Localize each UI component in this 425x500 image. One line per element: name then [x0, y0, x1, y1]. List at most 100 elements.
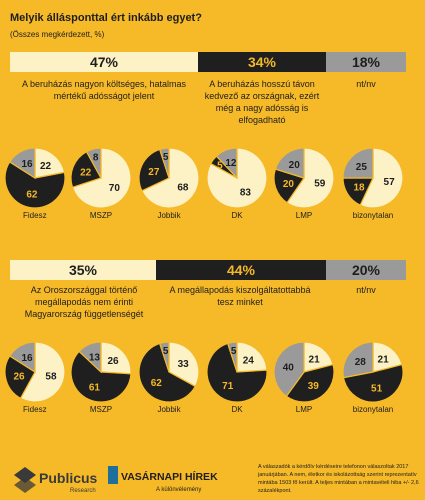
pie-value-1-DK-2: 5	[217, 160, 223, 171]
pie-value-2-DK-1: 24	[243, 355, 255, 366]
option-bar-2-a: 35%	[10, 260, 156, 280]
chart-subtitle: (Összes megkérdezett, %)	[10, 30, 105, 39]
vasarnapi-hirek-logo: VASÁRNAPI HÍREK A különvélemény	[108, 466, 218, 493]
pie-slice-2-Fidesz-3	[8, 341, 36, 374]
party-label-2-Fidesz: Fidesz	[23, 405, 47, 414]
pie-value-2-MSZP-1: 26	[107, 356, 119, 367]
pie-value-1-DK-3: 12	[225, 158, 237, 169]
party-label-1-LMP: LMP	[296, 211, 312, 220]
pie-value-1-Fidesz-3: 16	[21, 159, 33, 170]
pie-value-1-bizonytalan-2: 18	[354, 182, 366, 193]
option-caption-1-b: A beruházás hosszú távon kedvező az orsz…	[204, 79, 320, 125]
party-label-2-MSZP: MSZP	[90, 405, 112, 414]
pie-slice-1-bizonytalan-3	[342, 147, 374, 179]
vasarnapi-logo-sub: A különvélemény	[156, 487, 201, 493]
pie-value-2-Jobbik-2: 62	[151, 378, 163, 389]
option-bar-2-b: 44%	[156, 260, 326, 280]
pie-value-2-LMP-1: 21	[309, 354, 321, 365]
option-caption-2-b: A megállapodás kiszolgáltatottabbá tesz …	[169, 285, 311, 307]
pie-slice-1-MSZP-3	[85, 147, 102, 179]
pie-value-2-Jobbik-3: 5	[163, 346, 169, 357]
pie-slice-1-bizonytalan-1	[359, 147, 404, 209]
pie-slice-1-MSZP-1	[71, 147, 132, 209]
pie-slice-2-DK-1	[236, 341, 268, 373]
pie-slice-2-DK-3	[226, 341, 238, 373]
pie-value-1-DK-1: 83	[240, 188, 252, 199]
party-label-2-bizonytalan: bizonytalan	[353, 405, 393, 414]
option-bar-1-a: 47%	[10, 52, 198, 72]
pie-value-2-Fidesz-2: 26	[13, 372, 25, 383]
pie-value-1-LMP-1: 59	[314, 178, 326, 189]
pie-slice-1-LMP-1	[286, 147, 335, 209]
pie-slice-2-MSZP-1	[100, 341, 132, 375]
pie-value-2-Fidesz-3: 16	[21, 353, 33, 364]
publicus-logo-sub: Research	[70, 488, 96, 494]
party-label-1-DK: DK	[231, 211, 243, 220]
pie-value-1-MSZP-2: 22	[80, 167, 92, 178]
pie-slice-1-Jobbik-1	[141, 147, 200, 209]
pie-slice-2-MSZP-2	[70, 350, 132, 403]
pie-slice-1-LMP-2	[273, 168, 305, 204]
pie-slice-2-LMP-2	[285, 363, 335, 403]
pie-value-2-LMP-2: 39	[308, 381, 320, 392]
pie-value-2-MSZP-3: 13	[89, 352, 101, 363]
pie-value-1-bizonytalan-1: 57	[384, 177, 396, 188]
pie-value-1-Jobbik-2: 27	[148, 167, 160, 178]
pie-slice-1-MSZP-2	[70, 150, 102, 189]
pie-value-2-DK-2: 71	[222, 381, 234, 392]
pie-value-1-Fidesz-1: 22	[40, 161, 52, 172]
pie-value-1-LMP-2: 20	[283, 179, 295, 190]
pie-value-2-Jobbik-1: 33	[178, 359, 190, 370]
pie-slice-2-Fidesz-2	[4, 355, 36, 400]
pie-value-1-Jobbik-3: 5	[163, 152, 169, 163]
pie-slice-1-Fidesz-2	[4, 161, 66, 209]
pie-value-1-Fidesz-2: 62	[26, 190, 38, 201]
pie-slice-1-Jobbik-2	[138, 148, 170, 192]
option-bar-1-b: 34%	[198, 52, 326, 72]
option-caption-2-a: Az Oroszországgal történő megállapodás n…	[24, 285, 144, 319]
option-bar-1-c: 18%	[326, 52, 406, 72]
pie-slice-1-Fidesz-3	[8, 147, 36, 180]
pie-slice-2-LMP-3	[273, 341, 305, 398]
party-label-1-MSZP: MSZP	[90, 211, 112, 220]
option-caption-1-c: nt/nv	[356, 79, 376, 89]
publicus-logo-text: Publicus	[39, 470, 98, 486]
pie-slice-2-bizonytalan-1	[372, 341, 403, 373]
pie-slice-2-DK-2	[206, 342, 268, 403]
party-label-1-bizonytalan: bizonytalan	[353, 211, 393, 220]
pie-value-1-LMP-3: 20	[289, 160, 301, 171]
pie-slice-2-LMP-1	[303, 341, 334, 373]
pie-slice-1-Fidesz-1	[34, 147, 66, 179]
methodology-note: A válaszadók a kérdőív kérdéseire telefo…	[258, 464, 419, 494]
pie-value-1-bizonytalan-3: 25	[356, 162, 368, 173]
pie-value-2-MSZP-2: 61	[89, 383, 101, 394]
pie-slice-2-MSZP-3	[78, 341, 102, 374]
pie-slice-2-bizonytalan-2	[342, 363, 404, 403]
party-label-2-DK: DK	[231, 405, 243, 414]
pie-slice-1-LMP-3	[274, 147, 305, 179]
party-label-2-Jobbik: Jobbik	[157, 405, 181, 414]
vasarnapi-logo-text: VASÁRNAPI HÍREK	[121, 470, 218, 483]
chart-title: Melyik állásponttal ért inkább egyet?	[10, 12, 202, 24]
pie-slice-2-bizonytalan-3	[342, 341, 374, 379]
option-bar-2-c: 20%	[326, 260, 406, 280]
pie-value-2-bizonytalan-3: 28	[355, 357, 367, 368]
pie-value-1-MSZP-3: 8	[93, 153, 99, 164]
pie-slice-2-Fidesz-1	[19, 341, 66, 403]
option-caption-1-a: A beruházás nagyon költséges, hatalmas m…	[21, 79, 187, 101]
pie-value-2-bizonytalan-2: 51	[371, 384, 383, 395]
publicus-logo: Publicus Research	[14, 467, 98, 494]
pie-slice-2-Jobbik-2	[138, 342, 197, 403]
option-caption-2-c: nt/nv	[356, 285, 376, 295]
pie-slice-1-Jobbik-3	[158, 147, 170, 179]
pie-value-1-MSZP-1: 70	[109, 183, 121, 194]
pie-value-1-Jobbik-1: 68	[177, 182, 189, 193]
pie-slice-2-Jobbik-1	[168, 341, 200, 388]
party-label-1-Fidesz: Fidesz	[23, 211, 47, 220]
pie-slice-2-Jobbik-3	[158, 341, 170, 373]
pie-slice-1-DK-3	[215, 147, 238, 180]
pie-value-2-bizonytalan-1: 21	[378, 354, 390, 365]
pie-value-2-DK-3: 5	[231, 346, 237, 357]
